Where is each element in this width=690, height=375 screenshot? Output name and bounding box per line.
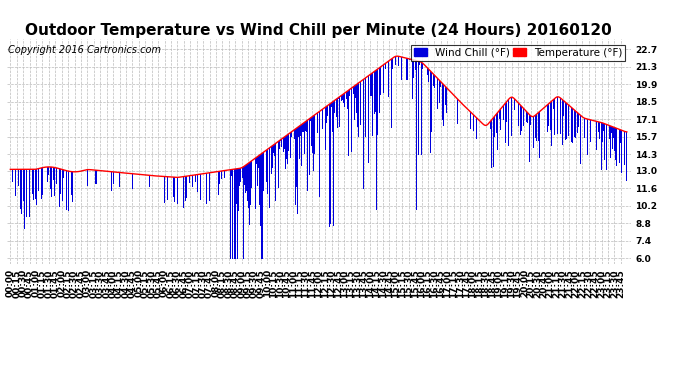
Legend: Wind Chill (°F), Temperature (°F): Wind Chill (°F), Temperature (°F) (411, 45, 625, 61)
Title: Outdoor Temperature vs Wind Chill per Minute (24 Hours) 20160120: Outdoor Temperature vs Wind Chill per Mi… (26, 23, 612, 38)
Text: Copyright 2016 Cartronics.com: Copyright 2016 Cartronics.com (8, 45, 161, 55)
